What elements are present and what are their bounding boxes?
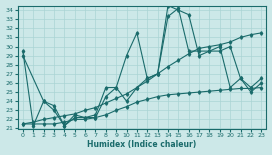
X-axis label: Humidex (Indice chaleur): Humidex (Indice chaleur) <box>88 140 197 149</box>
